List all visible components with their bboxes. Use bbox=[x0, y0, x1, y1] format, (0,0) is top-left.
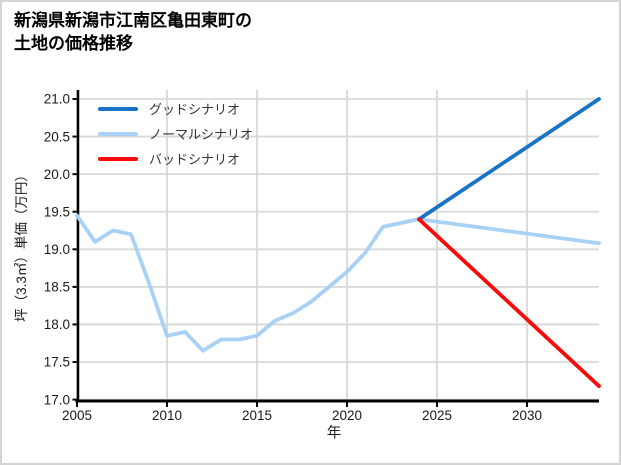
x-tick-label: 2015 bbox=[242, 408, 272, 423]
x-tick-label: 2005 bbox=[62, 408, 92, 423]
x-tick-label: 2025 bbox=[422, 408, 452, 423]
y-axis-label: 坪（3.3㎡）単価（万円） bbox=[14, 168, 29, 322]
y-tick-label: 17.0 bbox=[44, 392, 70, 407]
legend-item-normal: ノーマルシナリオ bbox=[98, 121, 253, 146]
y-tick-label: 19.5 bbox=[44, 204, 70, 219]
legend-swatch-normal-icon bbox=[98, 131, 138, 136]
series-line-bad bbox=[417, 217, 601, 388]
y-tick-label: 18.5 bbox=[44, 280, 70, 295]
series-line-normal bbox=[75, 213, 601, 353]
y-tick-label: 20.0 bbox=[44, 167, 70, 182]
y-tick-label: 19.0 bbox=[44, 242, 70, 257]
y-tick-label: 18.0 bbox=[44, 317, 70, 332]
legend-item-bad: バッドシナリオ bbox=[98, 146, 253, 171]
legend-swatch-good-icon bbox=[98, 106, 138, 111]
legend-label-good: グッドシナリオ bbox=[149, 102, 241, 117]
y-tick-label: 17.5 bbox=[44, 355, 70, 370]
x-axis-label: 年 bbox=[326, 425, 342, 442]
series-line-good bbox=[417, 97, 601, 222]
x-tick-label: 2010 bbox=[152, 408, 182, 423]
legend-label-normal: ノーマルシナリオ bbox=[149, 127, 254, 142]
y-tick-label: 21.0 bbox=[44, 92, 70, 107]
x-tick-label: 2020 bbox=[332, 408, 362, 423]
y-tick-label: 20.5 bbox=[44, 129, 70, 144]
x-tick-label: 2030 bbox=[512, 408, 542, 423]
page-title: 新潟県新潟市江南区亀田東町の 土地の価格推移 bbox=[14, 11, 252, 53]
legend-label-bad: バッドシナリオ bbox=[149, 152, 241, 167]
legend-item-good: グッドシナリオ bbox=[98, 96, 253, 121]
legend-swatch-bad-icon bbox=[98, 156, 138, 161]
legend: グッドシナリオ ノーマルシナリオ バッドシナリオ bbox=[98, 96, 253, 171]
